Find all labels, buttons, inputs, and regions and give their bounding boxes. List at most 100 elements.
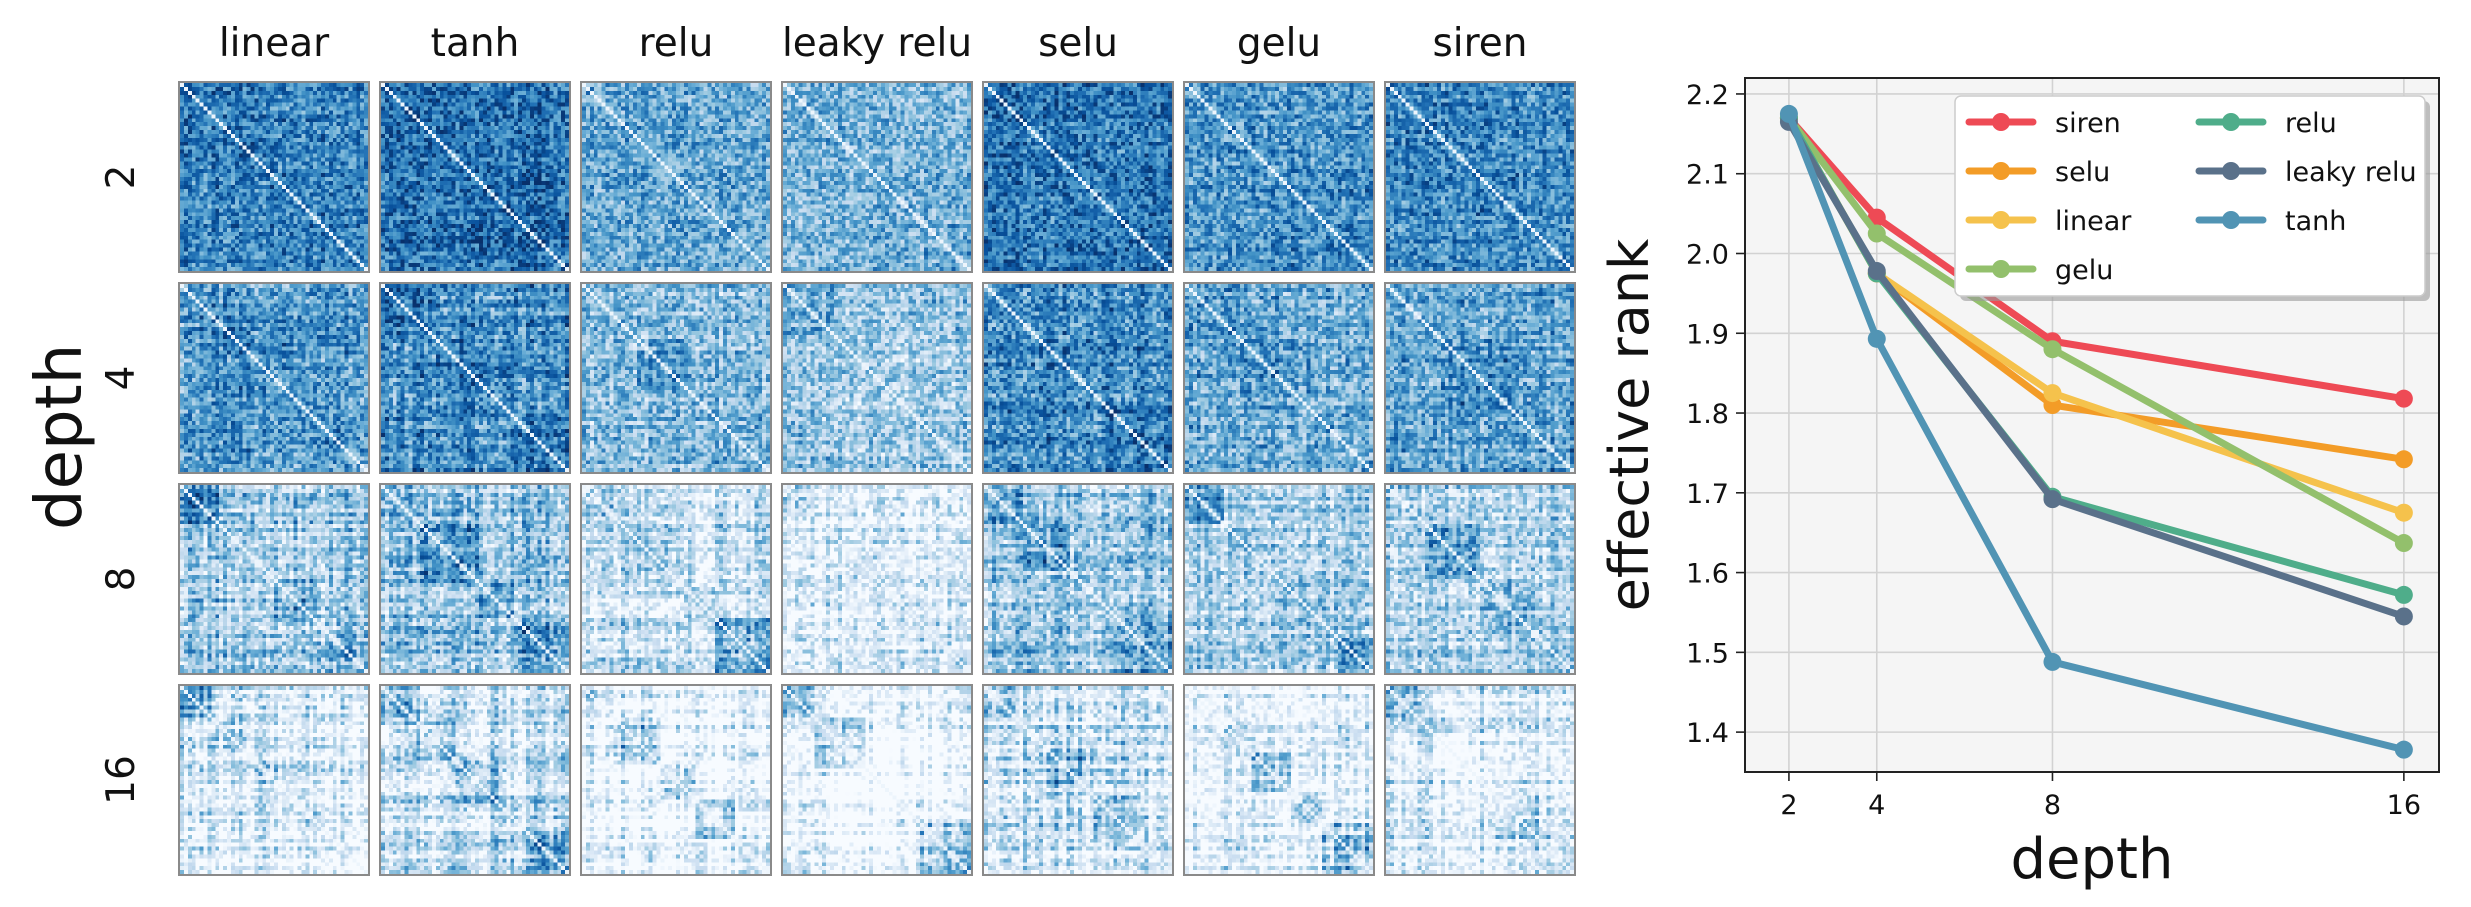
x-axis-label: depth bbox=[2011, 827, 2174, 892]
data-point bbox=[1868, 225, 1886, 243]
heatmap-cell bbox=[781, 483, 973, 675]
row-label: 8 bbox=[92, 539, 152, 619]
x-tick-label: 4 bbox=[1868, 790, 1885, 821]
data-point bbox=[2043, 653, 2061, 671]
y-tick-label: 1.6 bbox=[1686, 559, 1729, 590]
heatmap-cell bbox=[982, 684, 1174, 876]
legend-label: tanh bbox=[2285, 206, 2346, 237]
effective-rank-line-chart: 1.41.51.61.71.81.92.02.12.22 4 8 16deptheff… bbox=[1600, 0, 2471, 907]
correlation-matrix bbox=[1386, 284, 1574, 472]
legend-label: siren bbox=[2055, 108, 2121, 139]
correlation-matrix bbox=[1185, 485, 1373, 673]
correlation-matrix bbox=[783, 686, 971, 874]
row-axis-label: depth bbox=[20, 370, 100, 530]
correlation-matrix bbox=[381, 284, 569, 472]
legend-marker bbox=[1992, 113, 2010, 131]
heatmap-cell bbox=[178, 81, 370, 273]
legend-label: linear bbox=[2055, 206, 2132, 237]
correlation-matrix bbox=[1386, 686, 1574, 874]
heatmap-cell bbox=[982, 282, 1174, 474]
column-label: selu bbox=[978, 14, 1178, 74]
correlation-matrix bbox=[1386, 485, 1574, 673]
heatmap-cell bbox=[580, 684, 772, 876]
correlation-matrix bbox=[1386, 83, 1574, 271]
heatmap-cell bbox=[982, 483, 1174, 675]
data-point bbox=[2043, 384, 2061, 402]
heatmap-cell bbox=[1384, 282, 1576, 474]
y-tick-label: 1.9 bbox=[1686, 319, 1729, 350]
column-label: linear bbox=[174, 14, 374, 74]
correlation-matrix bbox=[381, 485, 569, 673]
correlation-matrix bbox=[180, 284, 368, 472]
heatmap-cell bbox=[379, 684, 571, 876]
data-point bbox=[2395, 607, 2413, 625]
legend-marker bbox=[1992, 260, 2010, 278]
y-tick-label: 2.1 bbox=[1686, 160, 1729, 191]
correlation-matrix bbox=[582, 686, 770, 874]
correlation-matrix bbox=[984, 485, 1172, 673]
legend-marker bbox=[2222, 162, 2240, 180]
y-tick-label: 1.5 bbox=[1686, 638, 1729, 669]
heatmap-cell bbox=[580, 81, 772, 273]
correlation-matrix bbox=[1185, 686, 1373, 874]
correlation-matrix bbox=[180, 686, 368, 874]
data-point bbox=[2043, 490, 2061, 508]
column-label: tanh bbox=[375, 14, 575, 74]
heatmap-cell bbox=[781, 684, 973, 876]
y-tick-label: 1.7 bbox=[1686, 479, 1729, 510]
row-label: 2 bbox=[92, 137, 152, 217]
correlation-matrix bbox=[1185, 83, 1373, 271]
row-label: 16 bbox=[92, 740, 152, 820]
heatmap-cell bbox=[1183, 81, 1375, 273]
y-tick-label: 2.2 bbox=[1686, 80, 1729, 111]
heatmap-cell bbox=[379, 81, 571, 273]
data-point bbox=[2395, 534, 2413, 552]
heatmap-cell bbox=[1183, 483, 1375, 675]
column-label: leaky relu bbox=[777, 14, 977, 74]
heatmap-cell bbox=[580, 483, 772, 675]
heatmap-cell bbox=[379, 483, 571, 675]
data-point bbox=[2395, 586, 2413, 604]
data-point bbox=[2395, 390, 2413, 408]
data-point bbox=[1868, 262, 1886, 280]
legend-label: selu bbox=[2055, 157, 2110, 188]
correlation-matrix bbox=[180, 485, 368, 673]
column-label: siren bbox=[1380, 14, 1580, 74]
heatmap-cell bbox=[982, 81, 1174, 273]
y-axis-label: effective rank bbox=[1600, 238, 1661, 611]
column-label: gelu bbox=[1179, 14, 1379, 74]
data-point bbox=[2043, 340, 2061, 358]
legend-marker bbox=[2222, 113, 2240, 131]
heatmap-cell bbox=[580, 282, 772, 474]
y-tick-label: 2.0 bbox=[1686, 239, 1729, 270]
data-point bbox=[1780, 105, 1798, 123]
legend-marker bbox=[1992, 162, 2010, 180]
correlation-matrix bbox=[783, 284, 971, 472]
heatmap-cell bbox=[1384, 81, 1576, 273]
correlation-matrix bbox=[783, 83, 971, 271]
heatmap-cell bbox=[1384, 483, 1576, 675]
data-point bbox=[2395, 450, 2413, 468]
heatmap-cell bbox=[1183, 684, 1375, 876]
legend-label: relu bbox=[2285, 108, 2337, 139]
column-label: relu bbox=[576, 14, 776, 74]
correlation-matrix bbox=[582, 485, 770, 673]
legend-label: gelu bbox=[2055, 255, 2113, 286]
correlation-heatmap-grid: depth linear tanh relu leaky relu selu gelu si… bbox=[0, 0, 1600, 907]
correlation-matrix bbox=[984, 284, 1172, 472]
data-point bbox=[1868, 330, 1886, 348]
correlation-matrix bbox=[180, 83, 368, 271]
data-point bbox=[2395, 504, 2413, 522]
data-point bbox=[2395, 741, 2413, 759]
correlation-matrix bbox=[1185, 284, 1373, 472]
correlation-matrix bbox=[984, 686, 1172, 874]
heatmap-cell bbox=[379, 282, 571, 474]
heatmap-cell bbox=[781, 282, 973, 474]
y-tick-label: 1.8 bbox=[1686, 399, 1729, 430]
heatmap-cell bbox=[1384, 684, 1576, 876]
x-tick-label: 16 bbox=[2387, 790, 2421, 821]
correlation-matrix bbox=[381, 686, 569, 874]
legend-marker bbox=[2222, 211, 2240, 229]
legend-marker bbox=[1992, 211, 2010, 229]
